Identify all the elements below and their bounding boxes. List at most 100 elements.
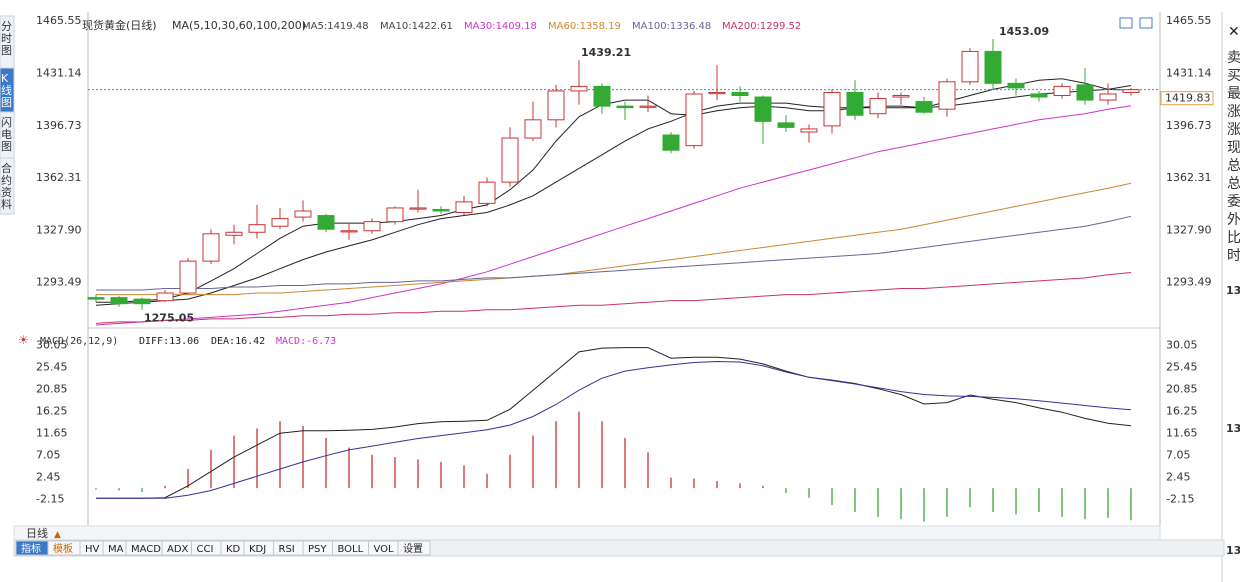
triangle-up-icon[interactable]: ▲ [54,530,61,540]
candle-body[interactable] [478,181,496,204]
candle-body[interactable] [1007,82,1025,89]
left-tab-label-0: 分时图 [1,20,12,57]
candle-body[interactable] [915,101,933,113]
left-tab-label-2: 闪电图 [1,115,12,153]
price-tick-right-0: 1465.55 [1166,14,1212,27]
candle-body[interactable] [110,297,128,305]
candle-body[interactable] [961,50,979,83]
left-tab-char: K [1,72,9,85]
candle-body[interactable] [593,85,611,107]
bottom-tab-label-4: MACD [131,544,161,555]
ma-value-1: MA10:1422.61 [380,21,453,32]
high-annotation-1: 1439.21 [581,46,631,59]
ma-line-ma200 [95,272,1132,324]
macd-tick-left-4: 11.65 [36,426,68,439]
candle-body[interactable] [869,98,887,115]
macd-dea: DEA:16.42 [211,336,265,347]
candle-body[interactable] [409,207,427,210]
candle-body[interactable] [547,90,565,121]
candle-body[interactable] [386,207,404,223]
bottom-tab-label-7: KD [226,544,241,555]
right-number-0: 13 [1226,284,1240,297]
candle-body[interactable] [731,91,749,97]
candle-body[interactable] [1122,89,1140,93]
price-tick-right-2: 1396.73 [1166,119,1212,132]
bottom-tab-label-11: BOLL [338,544,364,555]
ma-line-ma100 [96,215,1132,291]
macd-tick-left-6: 2.45 [36,470,61,483]
high-annotation-2: 1453.09 [999,25,1049,38]
price-tick-left-5: 1293.49 [36,276,82,289]
bottom-tab-label-6: CCI [197,544,214,555]
candle-body[interactable] [754,96,772,122]
period-selector[interactable]: 日线 [26,526,48,540]
candle-body[interactable] [685,93,703,147]
candle-body[interactable] [455,201,473,214]
macd-tick-right-1: 25.45 [1166,361,1198,374]
tab-heyue[interactable] [0,157,15,215]
close-icon[interactable]: ✕ [1228,24,1240,40]
candle-body[interactable] [340,230,358,233]
current-price-label: 1419.83 [1165,92,1211,105]
price-tick-right-3: 1362.31 [1166,171,1212,184]
left-tab-char: 时 [1,32,12,45]
candle-body[interactable] [1053,85,1071,97]
candle-body[interactable] [248,224,266,233]
candle-body[interactable] [271,218,289,227]
left-tab-char: 分 [1,20,12,33]
candle-body[interactable] [133,298,151,305]
macd-histogram [95,411,1132,522]
candle-body[interactable] [570,85,588,92]
candle-body[interactable] [616,105,634,109]
candle-body[interactable] [179,260,197,294]
price-axis: 1465.55 1465.55 1431.14 1431.14 1396.73 1396.… [36,14,1212,288]
left-tab-label-1: K线图 [1,72,12,109]
right-label-10: 比 [1227,230,1240,246]
candle-body[interactable] [202,233,220,262]
candle-body[interactable] [1030,93,1048,98]
ma-value-0: MA5:1419.48 [302,21,369,32]
candles[interactable] [87,39,1140,310]
macd-tick-right-4: 11.65 [1166,426,1198,439]
bottom-tab-label-13: 设置 [403,543,423,555]
candle-body[interactable] [156,292,174,302]
macd-tick-left-7: -2.15 [36,492,64,505]
candle-body[interactable] [501,137,519,183]
candle-body[interactable] [662,134,680,151]
macd-lines [96,347,1132,499]
bottom-tab-label-2: HV [85,544,100,555]
candle-body[interactable] [708,91,726,95]
bottom-tab-13[interactable] [397,540,431,556]
candle-body[interactable] [87,297,105,300]
candle-body[interactable] [892,95,910,98]
candle-body[interactable] [777,122,795,128]
candle-body[interactable] [317,215,335,230]
bottom-tab-label-12: VOL [374,544,395,555]
candle-body[interactable] [363,221,381,232]
settings-icon[interactable] [1139,17,1153,29]
candle-body[interactable] [524,119,542,139]
candle-body[interactable] [1099,93,1117,101]
macd-tick-right-3: 16.25 [1166,404,1198,417]
candle-body[interactable] [938,81,956,110]
candle-body[interactable] [1076,84,1094,101]
grid-icon[interactable] [1119,17,1133,29]
candle-body[interactable] [225,231,243,236]
bottom-tab-label-0: 指标 [21,542,41,555]
candle-body[interactable] [432,208,450,212]
candle-body[interactable] [639,105,657,108]
left-tab-char: 合 [1,161,12,175]
macd-tick-left-2: 20.85 [36,383,68,396]
right-label-11: 时 [1227,248,1240,264]
candle-body[interactable] [846,91,864,116]
candle-body[interactable] [294,210,312,218]
candle-body[interactable] [800,128,818,133]
candle-body[interactable] [823,91,841,127]
macd-tick-right-6: 2.45 [1166,470,1191,483]
right-label-1: 买 [1227,68,1240,84]
macd-tick-left-0: 30.05 [36,339,68,352]
macd-line-dea [96,360,1132,499]
sun-icon[interactable]: ☀ [18,333,29,347]
candle-body[interactable] [984,50,1002,84]
